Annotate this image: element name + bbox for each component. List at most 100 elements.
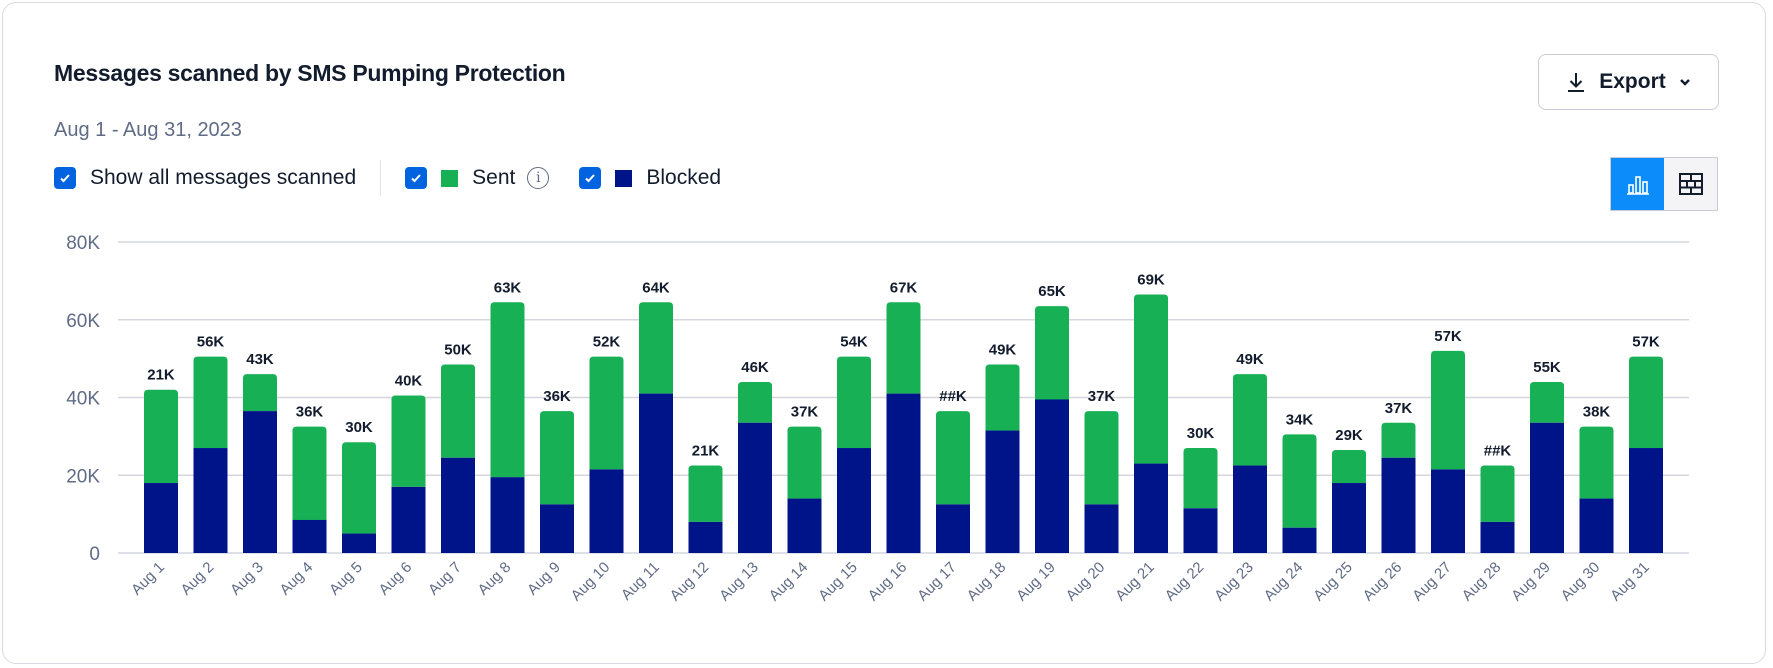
bar-sent [1579, 426, 1614, 499]
x-tick-label: Aug 19 [1013, 559, 1059, 605]
x-tick-label: Aug 27 [1409, 559, 1455, 605]
checkbox-checked-icon[interactable] [405, 167, 428, 189]
bar-sent [540, 411, 574, 505]
x-tick-label: Aug 17 [914, 559, 960, 605]
bar-sent [738, 381, 772, 423]
data-label: 69K [1137, 271, 1165, 288]
show-all-label: Show all messages scanned [90, 166, 357, 189]
view-toggle [1610, 157, 1718, 211]
x-tick-label: Aug 9 [524, 559, 564, 599]
bar-sent [688, 465, 723, 522]
bar-sent [787, 426, 822, 499]
bar-blocked [688, 521, 723, 553]
bar-sent [1282, 434, 1317, 528]
data-label: 38K [1583, 404, 1611, 421]
y-tick-label: 60K [66, 311, 100, 332]
data-label: 57K [1434, 328, 1462, 345]
data-label: 52K [593, 334, 621, 351]
x-tick-label: Aug 4 [277, 559, 317, 599]
bar-sent [1134, 294, 1168, 464]
data-label: 54K [840, 334, 868, 351]
bar-blocked [243, 411, 277, 553]
x-tick-label: Aug 30 [1558, 559, 1604, 605]
chart-view-button[interactable] [1611, 158, 1664, 210]
bar-sent [639, 302, 673, 394]
bar-blocked [540, 504, 574, 553]
x-tick-label: Aug 24 [1261, 559, 1307, 605]
x-tick-label: Aug 15 [815, 559, 861, 605]
bar-sent [1530, 381, 1564, 423]
bar-sent [144, 389, 178, 484]
bar-sent [1381, 422, 1416, 458]
bar-blocked [490, 477, 525, 553]
data-label: 64K [642, 279, 670, 296]
data-label: 36K [296, 404, 324, 421]
bar-blocked [1530, 422, 1564, 553]
checkbox-checked-icon[interactable] [54, 167, 76, 189]
chevron-down-icon [1679, 79, 1690, 86]
y-tick-label: 80K [66, 233, 100, 254]
legend: Show all messages scanned Sent i Blocked [54, 160, 721, 196]
bar-blocked [441, 457, 475, 553]
bar-blocked [1183, 508, 1218, 553]
blocked-swatch [615, 169, 633, 187]
chart-title: Messages scanned by SMS Pumping Protecti… [54, 60, 566, 86]
x-tick-label: Aug 31 [1607, 559, 1653, 605]
bar-sent [490, 302, 525, 478]
bar-blocked [787, 498, 822, 553]
x-tick-label: Aug 2 [178, 559, 218, 599]
bar-blocked [639, 393, 673, 553]
data-label: 40K [395, 373, 423, 390]
bar-sent [1233, 374, 1267, 466]
bar-blocked [1431, 469, 1465, 553]
download-icon [1568, 73, 1585, 92]
bar-blocked [342, 533, 376, 553]
legend-sent[interactable]: Sent i [405, 166, 550, 190]
bar-blocked [193, 448, 228, 553]
data-label: 55K [1533, 359, 1561, 376]
bar-blocked [1579, 498, 1614, 553]
y-tick-label: 40K [66, 389, 100, 410]
bar-blocked [985, 430, 1020, 553]
show-all-toggle[interactable]: Show all messages scanned [54, 166, 356, 190]
bar-sent [886, 302, 921, 394]
x-tick-label: Aug 29 [1508, 559, 1554, 605]
x-tick-label: Aug 25 [1310, 559, 1356, 605]
x-tick-label: Aug 22 [1162, 559, 1208, 605]
export-button[interactable]: Export [1538, 54, 1719, 110]
checkbox-checked-icon[interactable] [579, 167, 602, 189]
bar-blocked [1332, 483, 1366, 553]
x-tick-label: Aug 20 [1063, 559, 1109, 605]
data-label: 37K [791, 404, 819, 421]
bar-sent [342, 442, 376, 534]
bar-blocked [1629, 448, 1663, 553]
data-label: 29K [1335, 427, 1363, 444]
table-icon [1678, 173, 1703, 195]
bar-sent [1183, 448, 1218, 509]
data-label: 21K [692, 443, 720, 460]
info-icon[interactable]: i [527, 167, 550, 189]
table-view-button[interactable] [1664, 158, 1717, 210]
bar-blocked [1282, 527, 1317, 553]
x-tick-label: Aug 6 [376, 559, 416, 599]
x-tick-label: Aug 13 [716, 559, 762, 605]
bar-sent [391, 395, 426, 487]
bar-sent [292, 426, 327, 520]
legend-blocked[interactable]: Blocked [579, 166, 721, 190]
x-tick-label: Aug 11 [618, 559, 663, 604]
bar-sent [193, 356, 228, 449]
bar-blocked [391, 486, 426, 553]
y-tick-label: 20K [66, 466, 100, 487]
blocked-label: Blocked [646, 166, 722, 189]
bar-sent [589, 356, 624, 470]
bar-sent [441, 364, 475, 458]
bar-blocked [886, 393, 921, 553]
bar-blocked [1035, 399, 1069, 553]
bar-blocked [1084, 504, 1119, 553]
x-tick-label: Aug 21 [1112, 559, 1158, 605]
bar-sent [936, 411, 970, 505]
x-tick-label: Aug 26 [1360, 559, 1406, 605]
data-label: 46K [741, 359, 769, 376]
data-label: 49K [1236, 351, 1264, 368]
